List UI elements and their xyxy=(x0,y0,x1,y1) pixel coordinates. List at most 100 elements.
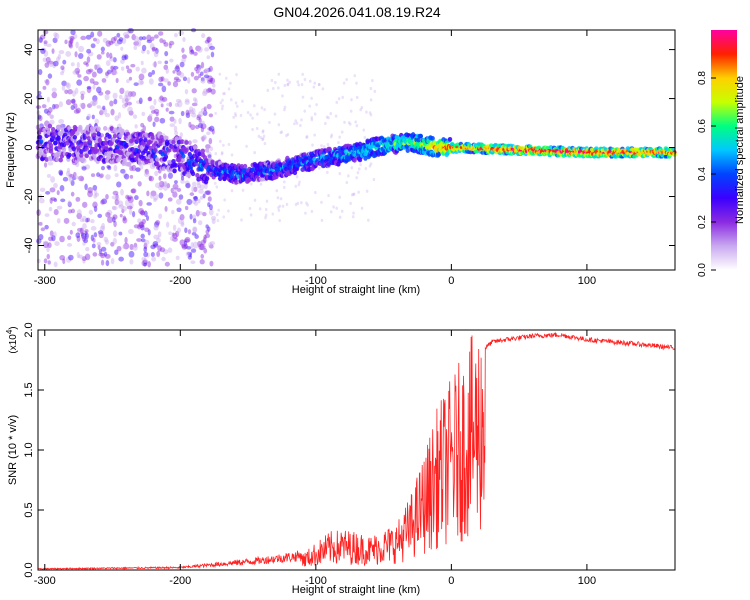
spectrogram-noise-cell xyxy=(276,196,280,200)
spectrogram-noise-cell xyxy=(84,232,89,240)
spectrogram-noise-cell xyxy=(157,231,162,238)
spectrogram-noise-cell xyxy=(340,130,344,134)
spectrogram-noise-cell xyxy=(154,182,161,189)
spectrogram-noise-cell xyxy=(146,190,150,197)
spectrogram-noise-cell xyxy=(150,251,155,257)
spectrogram-noise-cell xyxy=(326,170,329,175)
spectrogram-noise-cell xyxy=(62,59,67,65)
spectrogram-noise-cell xyxy=(263,141,267,146)
y-tick-label: 0.5 xyxy=(23,502,35,517)
spectrogram-noise-cell xyxy=(62,176,69,182)
spectrogram-noise-cell xyxy=(72,33,78,40)
spectrogram-noise-cell xyxy=(258,207,262,211)
spectrogram-noise-cell xyxy=(230,189,234,193)
spectrogram-noise-cell xyxy=(75,232,81,239)
spectrogram-noise-cell xyxy=(303,109,307,113)
spectrogram-noise-cell xyxy=(372,177,376,182)
spectrogram-noise-cell xyxy=(121,205,127,212)
spectrogram-noise-cell xyxy=(51,91,58,99)
spectrogram-noise-cell xyxy=(73,109,80,114)
spectrogram-ridge-cell xyxy=(37,134,43,140)
spectrogram-noise-cell xyxy=(109,65,116,70)
spectrogram-ridge-cell xyxy=(163,154,169,160)
spectrogram-noise-cell xyxy=(310,96,313,100)
spectrogram-ridge-core xyxy=(466,146,468,150)
spectrogram-noise-cell xyxy=(147,115,153,122)
spectrogram-noise-cell xyxy=(168,110,175,115)
spectrogram-noise-cell xyxy=(113,98,118,105)
spectrogram-noise-cell xyxy=(363,135,367,140)
spectrogram-noise-cell xyxy=(277,123,281,127)
spectrogram-noise-cell xyxy=(222,92,225,96)
spectrogram-noise-cell xyxy=(172,191,178,198)
spectrogram-noise-cell xyxy=(318,166,321,170)
spectrogram-noise-cell xyxy=(151,46,156,52)
spectrogram-noise-cell xyxy=(48,206,53,212)
spectrogram-noise-cell xyxy=(122,172,128,179)
spectrogram-noise-cell xyxy=(369,113,373,117)
spectrogram-noise-cell xyxy=(53,261,58,268)
spectrogram-noise-cell xyxy=(104,112,111,118)
spectrogram-noise-cell xyxy=(180,176,185,181)
spectrogram-noise-cell xyxy=(79,102,84,108)
spectrogram-noise-cell xyxy=(78,53,84,59)
spectrogram-noise-cell xyxy=(112,230,118,237)
spectrogram-noise-cell xyxy=(194,98,198,105)
y-tick-label: -40 xyxy=(23,238,35,254)
colorbar-tick-label: 0.2 xyxy=(697,215,708,229)
spectrogram-noise-cell xyxy=(198,111,204,117)
spectrogram-noise-cell xyxy=(53,198,58,202)
spectrogram-noise-cell xyxy=(70,208,76,214)
spectrogram-noise-cell xyxy=(332,205,335,209)
spectrogram-noise-cell xyxy=(169,116,175,122)
spectrogram-noise-cell xyxy=(74,175,79,180)
spectrogram-ridge-cell xyxy=(234,179,239,185)
spectrogram-noise-cell xyxy=(189,45,193,53)
spectrogram-noise-cell xyxy=(138,36,143,41)
spectrogram-noise-cell xyxy=(116,181,122,188)
spectrogram-noise-cell xyxy=(177,227,181,233)
spectrogram-noise-cell xyxy=(112,92,118,100)
spectrogram-noise-cell xyxy=(206,36,212,43)
spectrogram-noise-cell xyxy=(320,218,324,222)
spectrogram-noise-cell xyxy=(86,56,91,63)
spectrogram-noise-cell xyxy=(171,209,175,215)
spectrogram-noise-cell xyxy=(191,185,195,193)
spectrogram-noise-cell xyxy=(220,152,224,156)
spectrogram-ridge-cell xyxy=(67,152,72,158)
spectrogram-noise-cell xyxy=(44,62,50,68)
spectrogram-noise-cell xyxy=(128,208,133,215)
spectrogram-noise-cell xyxy=(265,199,269,203)
spectrogram-noise-cell xyxy=(159,38,164,44)
spectrogram-noise-cell xyxy=(315,103,318,107)
spectrogram-noise-cell xyxy=(113,36,118,41)
spectrogram-ridge-cell xyxy=(53,140,58,146)
spectrogram-noise-cell xyxy=(147,261,152,268)
spectrogram-noise-cell xyxy=(121,55,127,61)
spectrogram-noise-cell xyxy=(184,98,190,103)
spectrogram-noise-cell xyxy=(173,125,178,133)
spectrogram-noise-cell xyxy=(124,98,129,103)
spectrogram-noise-cell xyxy=(93,189,98,196)
spectrogram-noise-cell xyxy=(138,221,144,229)
spectrogram-noise-cell xyxy=(158,175,162,181)
spectrogram-noise-cell xyxy=(184,205,189,211)
spectrogram-noise-cell xyxy=(68,39,73,44)
spectrogram-noise-cell xyxy=(146,39,153,44)
spectrogram-noise-cell xyxy=(189,213,193,220)
spectrogram-noise-cell xyxy=(64,89,69,95)
spectrogram-noise-cell xyxy=(67,88,73,95)
spectrogram-noise-cell xyxy=(275,189,279,193)
spectrogram-noise-cell xyxy=(167,247,173,253)
spectrogram-noise-cell xyxy=(184,236,191,243)
spectrogram-noise-cell xyxy=(184,227,188,234)
spectrogram-noise-cell xyxy=(283,105,287,109)
spectrogram-noise-cell xyxy=(114,115,120,122)
spectrogram-noise-cell xyxy=(92,252,98,257)
spectrogram-noise-cell xyxy=(156,250,161,257)
spectrogram-ridge-cell xyxy=(60,127,66,132)
spectrogram-noise-cell xyxy=(185,109,190,116)
spectrogram-ridge-cell xyxy=(160,137,165,143)
spectrogram-noise-cell xyxy=(180,110,185,117)
spectrogram-noise-cell xyxy=(203,106,207,112)
